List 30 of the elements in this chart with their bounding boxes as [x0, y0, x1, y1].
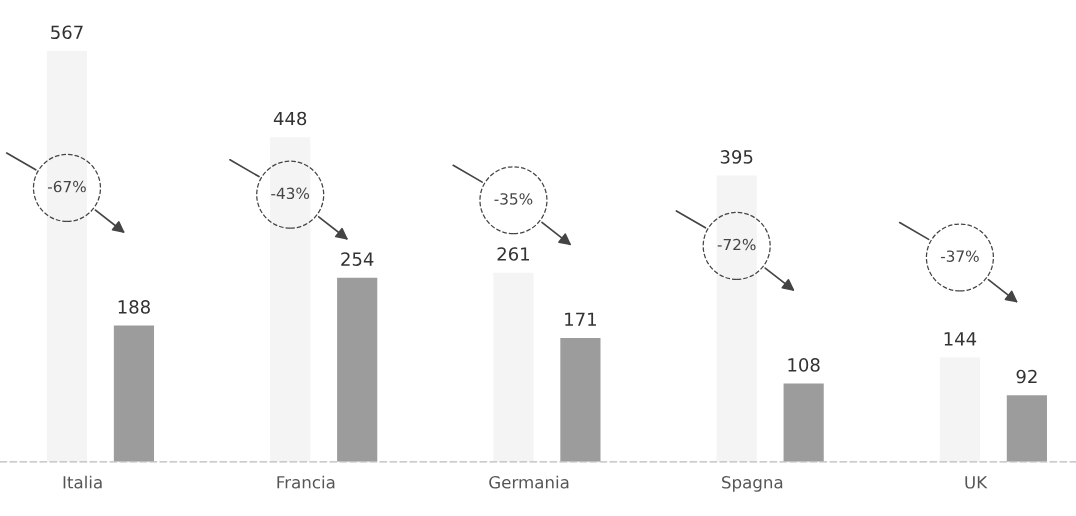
- bar: [493, 272, 534, 462]
- bar: [337, 277, 378, 462]
- bar: [270, 137, 311, 462]
- annotation: -37%: [940, 250, 979, 262]
- annotation: -35%: [494, 193, 533, 205]
- data-label: 188: [118, 300, 150, 314]
- data-label: 171: [565, 312, 596, 326]
- bar: [1006, 395, 1047, 462]
- data-label: 261: [497, 247, 530, 261]
- bar: [939, 357, 981, 462]
- x-tick-label: UK: [965, 476, 988, 489]
- data-label: 254: [341, 252, 374, 266]
- annotation: -72%: [717, 238, 756, 251]
- annotation: -67%: [47, 180, 86, 193]
- bar: [783, 383, 824, 462]
- x-tick-label: Italia: [63, 475, 102, 489]
- x-tick-label: Germania: [489, 475, 569, 489]
- bar: [46, 50, 88, 462]
- bar: [113, 325, 155, 462]
- x-tick-label: Spagna: [722, 476, 783, 492]
- data-label: 144: [944, 332, 977, 346]
- annotation: -43%: [271, 187, 310, 200]
- data-label: 108: [788, 358, 820, 372]
- data-label: 92: [1016, 369, 1037, 384]
- x-tick-label: Francia: [277, 475, 335, 489]
- data-label: 567: [51, 25, 83, 40]
- data-label: 395: [720, 150, 753, 164]
- bar: [560, 337, 601, 462]
- data-label: 448: [273, 111, 307, 126]
- bar: [716, 175, 757, 462]
